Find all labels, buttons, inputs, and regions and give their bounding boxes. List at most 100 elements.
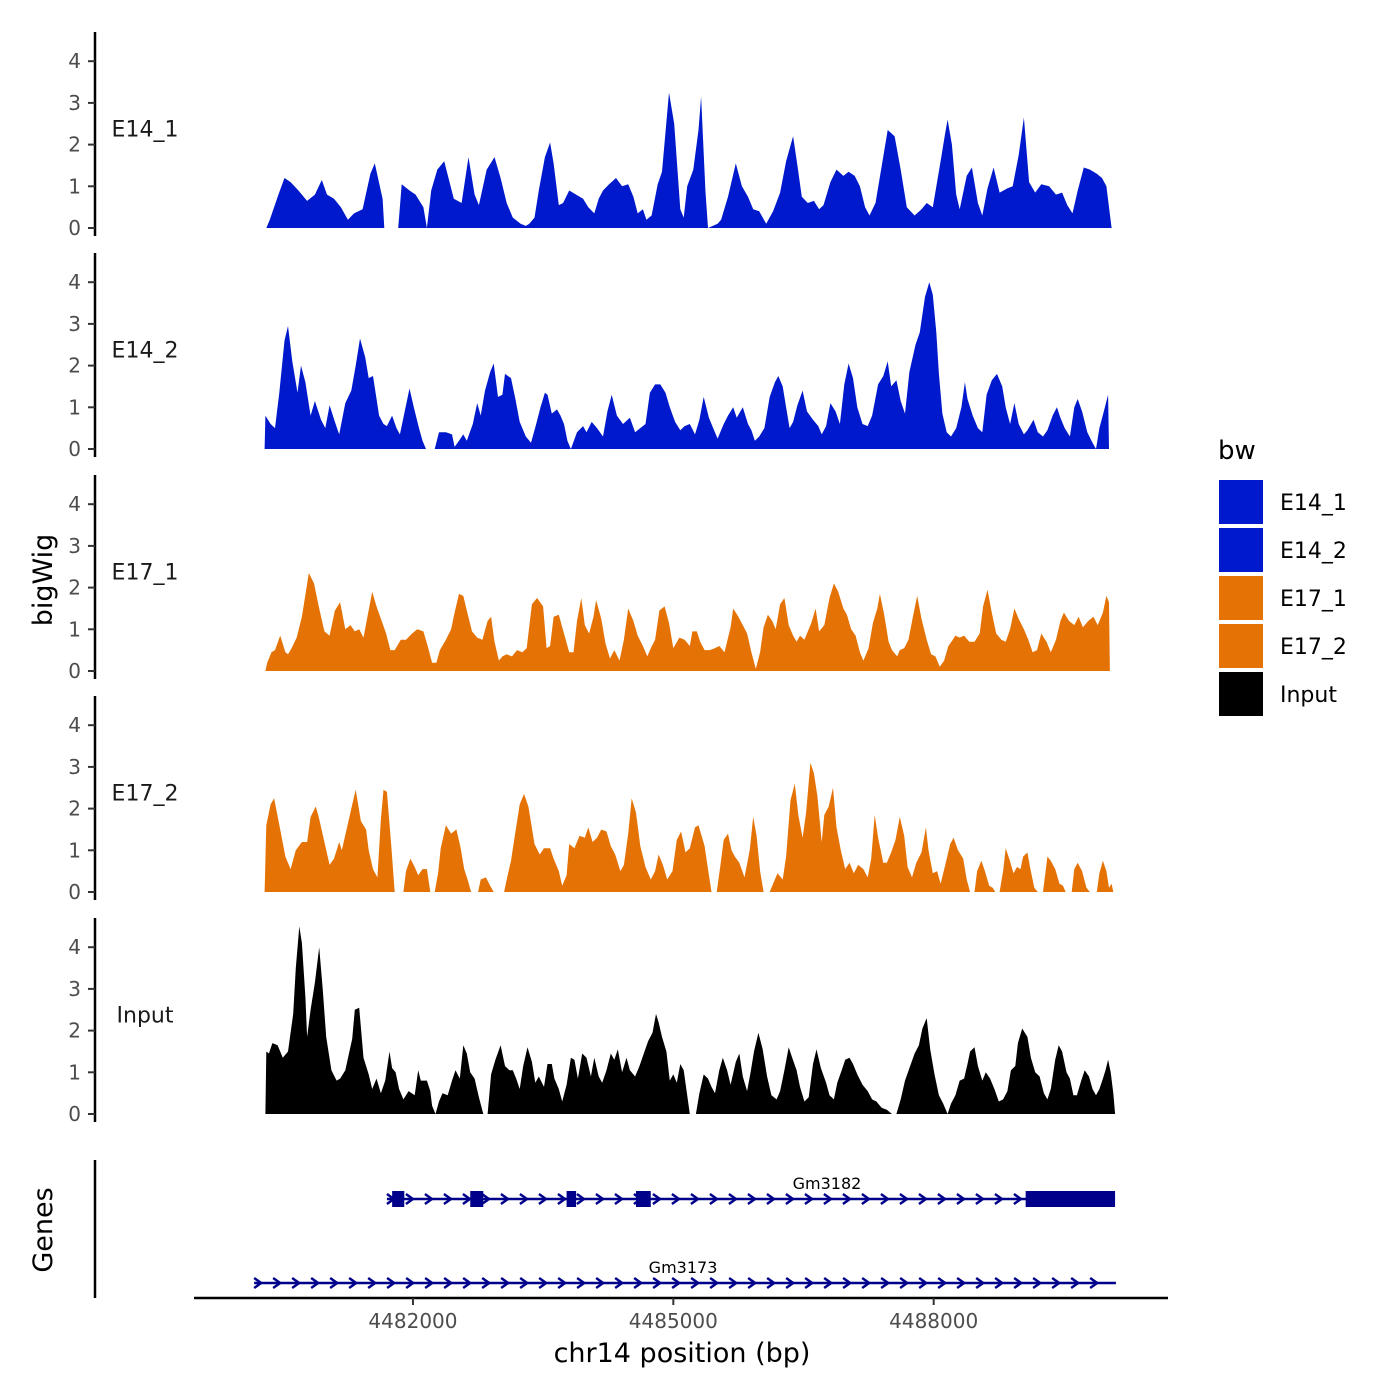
y-tick-label: 3 <box>68 534 81 558</box>
legend-label: E17_1 <box>1280 587 1347 612</box>
strand-chevron <box>1089 1276 1100 1290</box>
strand-chevron <box>481 1192 492 1206</box>
strand-chevron <box>956 1276 967 1290</box>
track-label: E17_2 <box>112 781 179 806</box>
strand-chevron <box>880 1192 891 1206</box>
y-tick-label: 2 <box>68 576 81 600</box>
legend-label: E14_2 <box>1280 539 1347 564</box>
strand-chevron <box>728 1276 739 1290</box>
strand-chevron <box>899 1192 910 1206</box>
strand-chevron <box>576 1192 587 1206</box>
strand-chevron <box>633 1276 644 1290</box>
y-tick-label: 4 <box>68 270 81 294</box>
strand-chevron <box>823 1276 834 1290</box>
coverage-area-E17_1 <box>265 573 1110 671</box>
legend-swatch <box>1219 672 1263 716</box>
strand-chevron <box>842 1276 853 1290</box>
track-label: Input <box>117 1003 174 1028</box>
strand-chevron <box>994 1192 1005 1206</box>
track-E17_1: 0 1 2 3 4 E17_1 <box>68 475 1110 683</box>
exon-block <box>1025 1191 1116 1207</box>
strand-chevron <box>310 1276 321 1290</box>
strand-chevron <box>405 1192 416 1206</box>
coverage-area-Input <box>265 926 1116 1114</box>
strand-chevron <box>1013 1192 1024 1206</box>
y-tick-label: 1 <box>68 838 81 862</box>
coverage-area-E17_2 <box>264 762 1114 892</box>
strand-chevron <box>671 1276 682 1290</box>
strand-chevron <box>519 1192 530 1206</box>
strand-chevron <box>500 1192 511 1206</box>
y-tick-label: 3 <box>68 977 81 1001</box>
track-label: E14_2 <box>112 338 179 363</box>
y-tick-label: 3 <box>68 91 81 115</box>
strand-chevron <box>690 1276 701 1290</box>
strand-chevron <box>519 1276 530 1290</box>
y-tick-label: 1 <box>68 617 81 641</box>
strand-chevron <box>652 1276 663 1290</box>
strand-chevron <box>291 1276 302 1290</box>
strand-chevron <box>481 1276 492 1290</box>
strand-chevron <box>1051 1276 1062 1290</box>
strand-chevron <box>766 1192 777 1206</box>
legend-swatch <box>1219 480 1263 524</box>
y-tick-label: 0 <box>68 880 81 904</box>
y-tick-label: 0 <box>68 216 81 240</box>
strand-chevron <box>880 1276 891 1290</box>
strand-chevron <box>804 1192 815 1206</box>
y-tick-label: 1 <box>68 395 81 419</box>
track-label: E17_1 <box>112 560 179 585</box>
legend-label: E14_1 <box>1280 491 1347 516</box>
x-tick-label: 4488000 <box>889 1309 978 1333</box>
strand-chevron <box>443 1192 454 1206</box>
strand-chevron <box>272 1276 283 1290</box>
strand-chevron <box>595 1192 606 1206</box>
x-tick-label: 4485000 <box>629 1309 718 1333</box>
strand-chevron <box>747 1192 758 1206</box>
strand-chevron <box>709 1276 720 1290</box>
strand-chevron <box>348 1276 359 1290</box>
strand-chevron <box>652 1192 663 1206</box>
y-tick-label: 4 <box>68 713 81 737</box>
y-tick-label: 4 <box>68 492 81 516</box>
exon-block <box>470 1191 484 1207</box>
strand-chevron <box>557 1192 568 1206</box>
strand-chevron <box>842 1192 853 1206</box>
x-tick-label: 4482000 <box>368 1309 457 1333</box>
gene-Gm3173: Gm3173 <box>253 1258 1116 1290</box>
genes-axis-title: Genes <box>28 1187 59 1272</box>
exon-block <box>392 1191 405 1207</box>
strand-chevron <box>861 1192 872 1206</box>
legend-item-E14_2: E14_2 <box>1219 528 1347 572</box>
y-tick-label: 3 <box>68 312 81 336</box>
strand-chevron <box>424 1192 435 1206</box>
strand-chevron <box>861 1276 872 1290</box>
strand-chevron <box>538 1192 549 1206</box>
y-tick-label: 0 <box>68 1102 81 1126</box>
x-axis-title: chr14 position (bp) <box>554 1338 811 1369</box>
strand-chevron <box>709 1192 720 1206</box>
y-tick-label: 2 <box>68 133 81 157</box>
track-label: E14_1 <box>112 117 179 142</box>
bigwig-tracks: 0 1 2 3 4 E14_1 0 1 2 3 4 E14_2 0 1 2 3 4 E17_1 0 1 2 3 4 E17_2… <box>68 32 1116 1126</box>
legend: bw E14_1 E14_2 E17_1 E17_2 Input <box>1218 436 1347 716</box>
strand-chevron <box>937 1192 948 1206</box>
strand-chevron <box>500 1276 511 1290</box>
exon-block <box>566 1191 577 1207</box>
strand-chevron <box>671 1192 682 1206</box>
gene-track-panel: Gm3182 Gm3173 <box>93 1160 1116 1298</box>
strand-chevron <box>253 1276 264 1290</box>
strand-chevron <box>956 1192 967 1206</box>
gene-Gm3182: Gm3182 <box>386 1174 1116 1207</box>
legend-item-E14_1: E14_1 <box>1219 480 1347 524</box>
strand-chevron <box>367 1276 378 1290</box>
strand-chevron <box>424 1276 435 1290</box>
legend-item-Input: Input <box>1219 672 1337 716</box>
strand-chevron <box>975 1192 986 1206</box>
y-tick-label: 0 <box>68 437 81 461</box>
legend-item-E17_2: E17_2 <box>1219 624 1347 668</box>
strand-chevron <box>462 1192 473 1206</box>
strand-chevron <box>557 1276 568 1290</box>
strand-chevron <box>1013 1276 1024 1290</box>
strand-chevron <box>823 1192 834 1206</box>
